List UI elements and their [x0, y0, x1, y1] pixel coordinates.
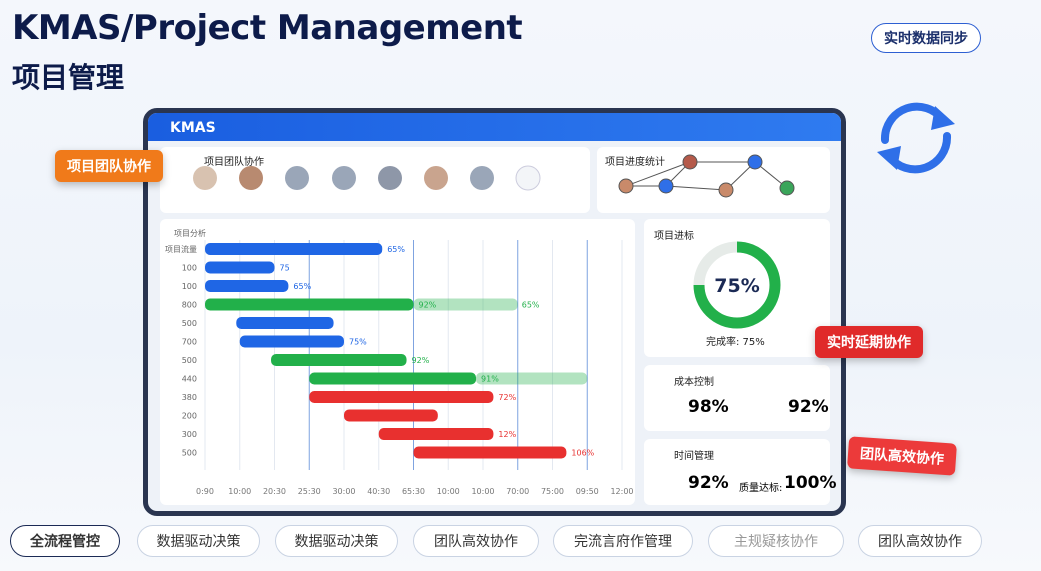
cost-right: 92%: [788, 397, 829, 417]
row-label: 100: [182, 282, 197, 291]
gantt-bar: [236, 317, 334, 329]
x-tick-label: 25:30: [298, 487, 321, 496]
x-tick-label: 40:30: [367, 487, 390, 496]
x-tick-label: 0:90: [196, 487, 214, 496]
x-tick-label: 30:00: [332, 487, 355, 496]
time-right: 100%: [784, 473, 837, 493]
sync-arrow: [877, 146, 901, 170]
bar-label: 91%: [481, 375, 499, 384]
time-left: 92%: [688, 473, 729, 493]
donut-label: 75%: [714, 275, 759, 297]
gantt-bar: [309, 391, 494, 403]
page-subtitle: 项目管理: [12, 61, 125, 94]
tab[interactable]: 全流程管控: [10, 525, 120, 557]
gantt-bar: [239, 335, 344, 348]
time-panel: 时间管理 92% 质量达标: 100%: [644, 439, 837, 505]
tab[interactable]: 团队高效协作: [413, 525, 539, 557]
time-title: 时间管理: [674, 451, 714, 462]
row-label: 500: [182, 319, 197, 328]
tab[interactable]: 数据驱动决策: [137, 525, 260, 557]
bar-label: 72%: [498, 393, 516, 402]
row-label: 700: [182, 338, 197, 347]
row-label: 800: [182, 301, 197, 310]
x-tick-label: 70:00: [506, 487, 529, 496]
cost-left: 98%: [688, 397, 729, 417]
x-tick-label: 75:00: [541, 487, 564, 496]
bar-label: 106%: [571, 449, 594, 458]
sync-icon: [877, 102, 955, 174]
tab[interactable]: 完流言府作管理: [553, 525, 693, 557]
sync-button[interactable]: 实时数据同步: [871, 23, 981, 53]
row-label: 440: [182, 375, 197, 384]
gantt-bar: [413, 446, 567, 459]
bar-label: 75: [280, 264, 290, 273]
bar-extension: [413, 298, 518, 311]
app-bar: KMAS: [148, 113, 841, 141]
row-label: 500: [182, 449, 197, 458]
gantt-bar: [309, 372, 477, 385]
bar-label: 65%: [293, 282, 311, 291]
gantt-bar: [205, 261, 275, 274]
x-tick-label: 20:30: [263, 487, 286, 496]
x-tick-label: 09:50: [576, 487, 599, 496]
tab[interactable]: 主规疑核协作: [708, 525, 844, 557]
row-label: 项目流量: [165, 244, 197, 254]
bar-label: 65%: [522, 301, 540, 310]
bar-label: 65%: [387, 245, 405, 254]
row-label: 380: [182, 393, 197, 402]
sync-arrow: [931, 106, 955, 130]
badge: 实时延期协作: [815, 326, 923, 358]
cost-panel: 成本控制 98% 92%: [644, 365, 830, 431]
x-tick-label: 10:00: [437, 487, 460, 496]
gantt-bar: [378, 428, 494, 440]
stats-title: 项目进度统计: [605, 157, 665, 168]
donut-arc: [693, 241, 781, 329]
row-label: 300: [182, 430, 197, 439]
row-label: 200: [182, 412, 197, 421]
bar-extension: [476, 372, 588, 385]
tab[interactable]: 数据驱动决策: [275, 525, 398, 557]
team-title: 项目团队协作: [204, 157, 264, 168]
stats-panel: 项目进度统计: [597, 147, 830, 213]
bar-label: 92%: [412, 356, 430, 365]
x-tick-label: 65:30: [402, 487, 425, 496]
gantt-bar: [205, 243, 383, 255]
gantt-bar: [205, 298, 414, 311]
gantt-bar: [344, 409, 438, 422]
cost-title: 成本控制: [674, 377, 714, 388]
row-label: 500: [182, 356, 197, 365]
progress-title: 项目进标: [654, 231, 694, 242]
gantt-header: 项目分析: [174, 228, 206, 238]
tab[interactable]: 团队高效协作: [858, 525, 982, 557]
badge: 项目团队协作: [55, 150, 163, 182]
x-tick-label: 12:00: [610, 487, 633, 496]
bar-label: 92%: [419, 301, 437, 310]
app-brand: KMAS: [170, 120, 216, 136]
bar-label: 12%: [498, 430, 516, 439]
gantt-bar: [271, 354, 407, 366]
time-right-label: 质量达标:: [739, 483, 783, 494]
gantt-bar: [205, 280, 289, 292]
bar-label: 75%: [349, 338, 367, 347]
x-tick-label: 10:00: [471, 487, 494, 496]
x-tick-label: 10:00: [228, 487, 251, 496]
network: [618, 154, 795, 198]
avatars: [193, 165, 541, 191]
progress-caption: 完成率: 75%: [706, 337, 765, 348]
page-title: KMAS/Project Management: [12, 8, 523, 48]
row-label: 100: [182, 264, 197, 273]
